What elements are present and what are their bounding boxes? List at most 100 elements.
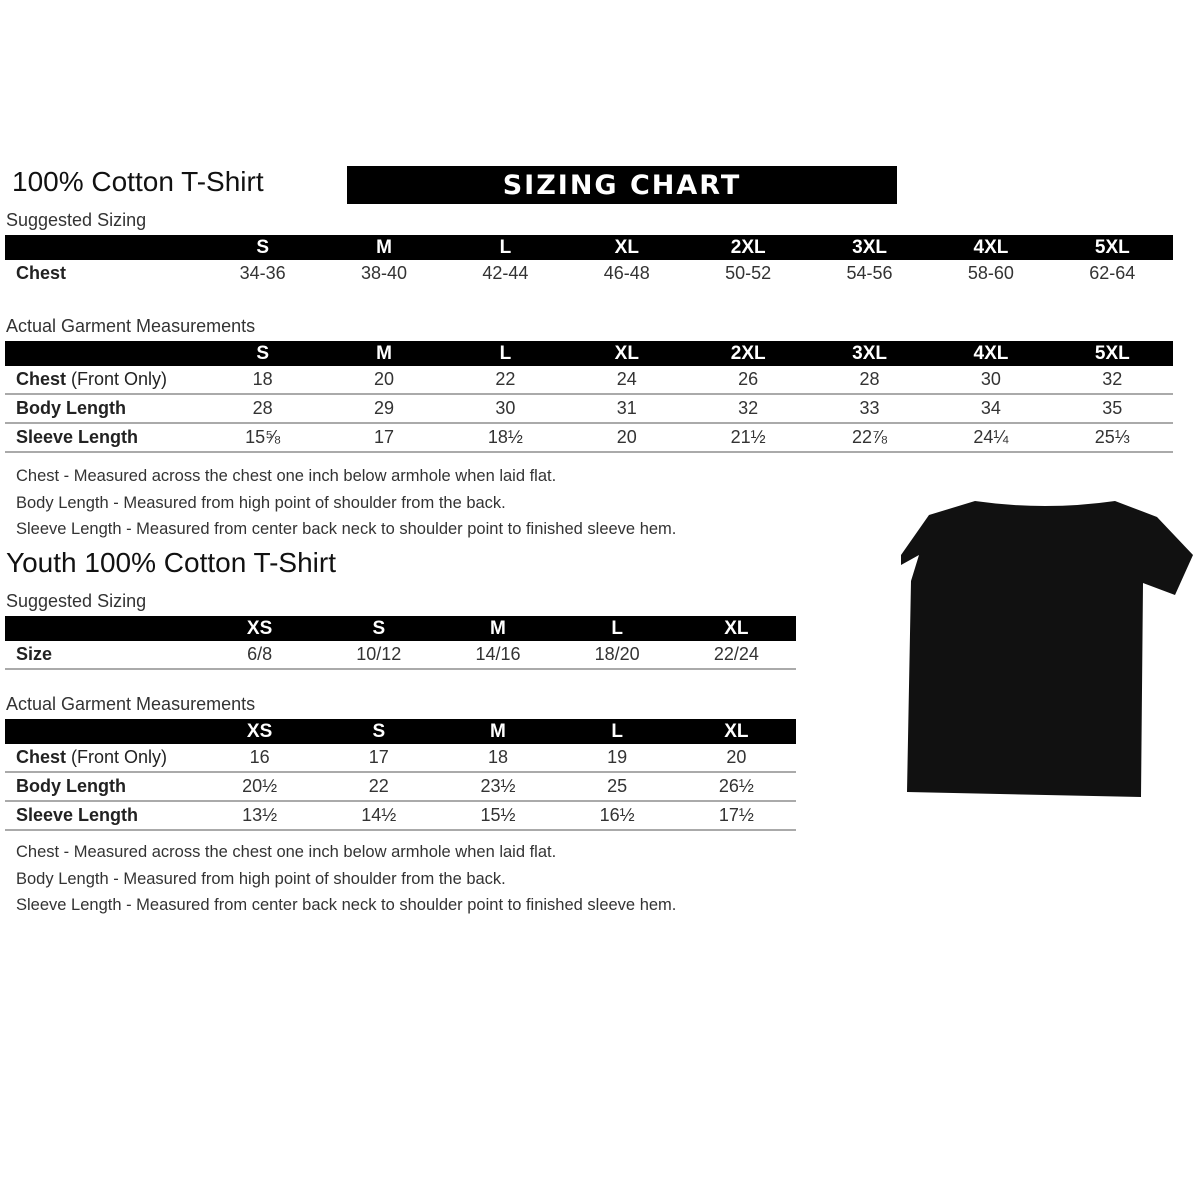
- row-label-text: Chest: [16, 263, 67, 283]
- adult-notes: Chest - Measured across the chest one in…: [16, 467, 676, 547]
- size-header: M: [438, 719, 558, 744]
- size-header: S: [202, 235, 324, 260]
- size-header: XL: [566, 235, 688, 260]
- table-cell: 20: [676, 744, 796, 773]
- size-header: XS: [200, 616, 320, 641]
- row-label-suffix: (Front Only): [66, 747, 168, 767]
- table-cell: 46-48: [603, 263, 650, 283]
- header-blank: [5, 341, 202, 366]
- size-header: S: [202, 341, 324, 366]
- row-label: Chest: [5, 260, 202, 287]
- table-cell: 13½: [200, 801, 320, 831]
- table-cell: 21½: [687, 423, 809, 453]
- table-cell: 22⅞: [808, 423, 931, 453]
- table-cell: 22: [319, 772, 439, 802]
- table-row: Sleeve Length 13½ 14½ 15½ 16½ 17½: [5, 801, 796, 831]
- sizing-chart-banner: SIZING CHART: [347, 166, 897, 204]
- note-sleeve-length: Sleeve Length - Measured from center bac…: [16, 896, 677, 914]
- table-cell: 28: [808, 366, 931, 395]
- youth-suggested-table: XS S M L XL Size 6/8 10/12 14/16 18/20 22/24: [5, 616, 796, 670]
- row-label-text: Chest: [16, 369, 67, 389]
- header-blank: [5, 719, 200, 744]
- table-cell: 33: [808, 394, 931, 424]
- table-row: Chest 34-36 38-40 42-44 46-48 50-52 54-56 58-60…: [5, 260, 1173, 287]
- note-chest: Chest - Measured across the chest one in…: [16, 467, 557, 485]
- size-header-row: XS S M L XL: [5, 616, 796, 641]
- table-row: Body Length 28 29 30 31 32 33 34 35: [5, 394, 1173, 424]
- table-cell: 6/8: [200, 641, 320, 670]
- table-cell: 54-56: [846, 263, 893, 283]
- table-cell: 10/12: [319, 641, 439, 670]
- table-cell: 42-44: [482, 263, 529, 283]
- note-body-length: Body Length - Measured from high point o…: [16, 869, 506, 888]
- size-header-row: S M L XL 2XL 3XL 4XL 5XL: [5, 235, 1173, 260]
- youth-actual-table: XS S M L XL Chest (Front Only) 16 17 18 19 20 Body …: [5, 719, 796, 831]
- table-cell: 34-36: [239, 263, 286, 283]
- table-cell: 50-52: [725, 263, 772, 283]
- table-cell: 18½: [444, 423, 567, 453]
- adult-actual-table: S M L XL 2XL 3XL 4XL 5XL Chest (Front Only) 18 20 2…: [5, 341, 1173, 453]
- table-cell: 28: [202, 394, 324, 424]
- table-cell: 17: [319, 744, 439, 773]
- table-cell: 22/24: [676, 641, 796, 670]
- table-cell: 22: [444, 366, 567, 395]
- table-cell: 26: [687, 366, 809, 395]
- table-row: Chest (Front Only) 16 17 18 19 20: [5, 744, 796, 773]
- header-blank: [5, 235, 202, 260]
- adult-title: 100% Cotton T-Shirt: [12, 166, 264, 197]
- table-cell: 32: [1051, 366, 1173, 395]
- table-row: Body Length 20½ 22 23½ 25 26½: [5, 772, 796, 802]
- size-header: 3XL: [808, 341, 931, 366]
- size-header: M: [323, 235, 445, 260]
- row-label-text: Size: [16, 644, 53, 664]
- table-cell: 19: [557, 744, 677, 773]
- table-cell: 14½: [319, 801, 439, 831]
- row-label: Body Length: [5, 394, 202, 424]
- table-cell: 16½: [557, 801, 677, 831]
- youth-actual-label: Actual Garment Measurements: [6, 694, 256, 714]
- size-header: L: [444, 235, 567, 260]
- size-header: XL: [676, 616, 796, 641]
- table-cell: 18/20: [557, 641, 677, 670]
- table-cell: 15⅝: [202, 423, 324, 453]
- table-cell: 25⅓: [1051, 423, 1173, 453]
- row-label-text: Body Length: [16, 398, 126, 418]
- size-header: XL: [566, 341, 688, 366]
- table-cell: 14/16: [438, 641, 558, 670]
- table-cell: 38-40: [361, 263, 408, 283]
- size-header: 3XL: [808, 235, 931, 260]
- row-label-text: Sleeve Length: [16, 427, 139, 447]
- size-header: 2XL: [687, 235, 809, 260]
- adult-suggested-label: Suggested Sizing: [6, 210, 147, 230]
- size-header: 5XL: [1051, 235, 1173, 260]
- table-cell: 20: [566, 423, 688, 453]
- table-row: Sleeve Length 15⅝ 17 18½ 20 21½ 22⅞ 24¼ 25⅓: [5, 423, 1173, 453]
- row-label: Sleeve Length: [5, 801, 200, 831]
- size-header: M: [323, 341, 445, 366]
- size-header: XS: [200, 719, 320, 744]
- note-chest: Chest - Measured across the chest one in…: [16, 843, 557, 861]
- row-label-text: Chest: [16, 747, 67, 767]
- size-header: M: [438, 616, 558, 641]
- size-header: 4XL: [930, 341, 1052, 366]
- row-label: Chest (Front Only): [5, 366, 202, 395]
- size-header: XL: [676, 719, 796, 744]
- row-label-text: Sleeve Length: [16, 805, 139, 825]
- size-header: L: [557, 616, 677, 641]
- table-row: Size 6/8 10/12 14/16 18/20 22/24: [5, 641, 796, 670]
- adult-actual-label: Actual Garment Measurements: [6, 316, 256, 336]
- table-cell: 17: [323, 423, 445, 453]
- size-header-row: XS S M L XL: [5, 719, 796, 744]
- size-header: 2XL: [687, 341, 809, 366]
- size-header: S: [319, 719, 439, 744]
- note-sleeve-length: Sleeve Length - Measured from center bac…: [16, 520, 677, 538]
- table-cell: 18: [438, 744, 558, 773]
- table-cell: 20½: [200, 772, 320, 802]
- tshirt-image: [901, 501, 1193, 797]
- table-cell: 15½: [438, 801, 558, 831]
- size-header: 4XL: [930, 235, 1052, 260]
- size-header-row: S M L XL 2XL 3XL 4XL 5XL: [5, 341, 1173, 366]
- tshirt-shape: [901, 501, 1193, 797]
- row-label: Size: [5, 641, 200, 670]
